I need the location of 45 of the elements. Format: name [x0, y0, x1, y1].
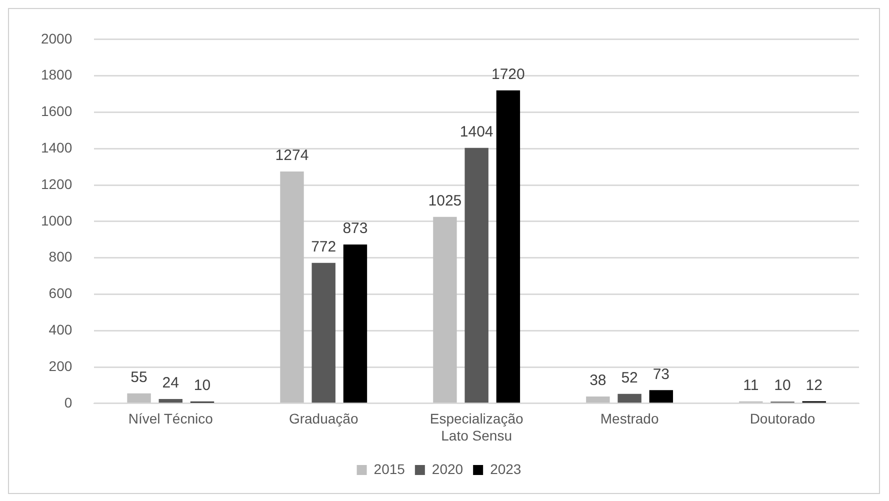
- legend-label: 2023: [490, 460, 522, 477]
- data-label: 11: [743, 377, 759, 394]
- data-label: 10: [774, 377, 791, 394]
- bar: [127, 393, 151, 403]
- bar: [158, 399, 182, 403]
- bar: [586, 396, 610, 403]
- y-tick-label: 400: [48, 321, 72, 338]
- y-tick-label: 1000: [40, 212, 72, 228]
- x-tick-label: Mestrado: [600, 410, 659, 427]
- bar: [464, 148, 488, 403]
- bar: [312, 262, 336, 403]
- y-tick-label: 800: [48, 248, 72, 265]
- data-label: 38: [590, 372, 606, 390]
- data-label: 73: [652, 366, 670, 383]
- data-label: 12: [806, 376, 822, 394]
- data-label: 55: [130, 369, 148, 386]
- data-label: 52: [621, 370, 638, 387]
- x-tick-label: Graduação: [288, 410, 358, 427]
- bar: [343, 244, 368, 403]
- bar: [433, 216, 457, 403]
- x-tick-label: Nível Técnico: [128, 410, 214, 427]
- y-tick-label: 200: [48, 358, 72, 374]
- y-tick-label: 0: [64, 394, 72, 410]
- y-tick-label: 2000: [40, 30, 72, 46]
- bar: [280, 172, 304, 403]
- data-label: 1274: [275, 147, 309, 164]
- data-label: 1025: [428, 192, 462, 210]
- bar: [618, 394, 642, 403]
- y-tick-label: 1600: [40, 103, 72, 120]
- y-tick-label: 600: [48, 285, 72, 302]
- y-tick-label: 1400: [40, 139, 72, 156]
- legend-label: 2020: [432, 460, 464, 477]
- data-label: 10: [194, 377, 211, 394]
- bar: [649, 390, 674, 403]
- x-tick-label: Especialização Lato Sensu: [430, 410, 524, 444]
- legend-label: 2015: [374, 460, 406, 477]
- data-label: 873: [342, 220, 368, 238]
- y-tick-label: 1800: [40, 66, 72, 83]
- x-tick-label: Doutorado: [750, 410, 816, 427]
- bar: [496, 90, 520, 403]
- y-tick-label: 1200: [40, 176, 72, 192]
- data-label: 1404: [460, 124, 494, 141]
- data-label: 24: [162, 374, 179, 392]
- data-label: 772: [311, 238, 336, 256]
- data-label: 1720: [492, 66, 525, 83]
